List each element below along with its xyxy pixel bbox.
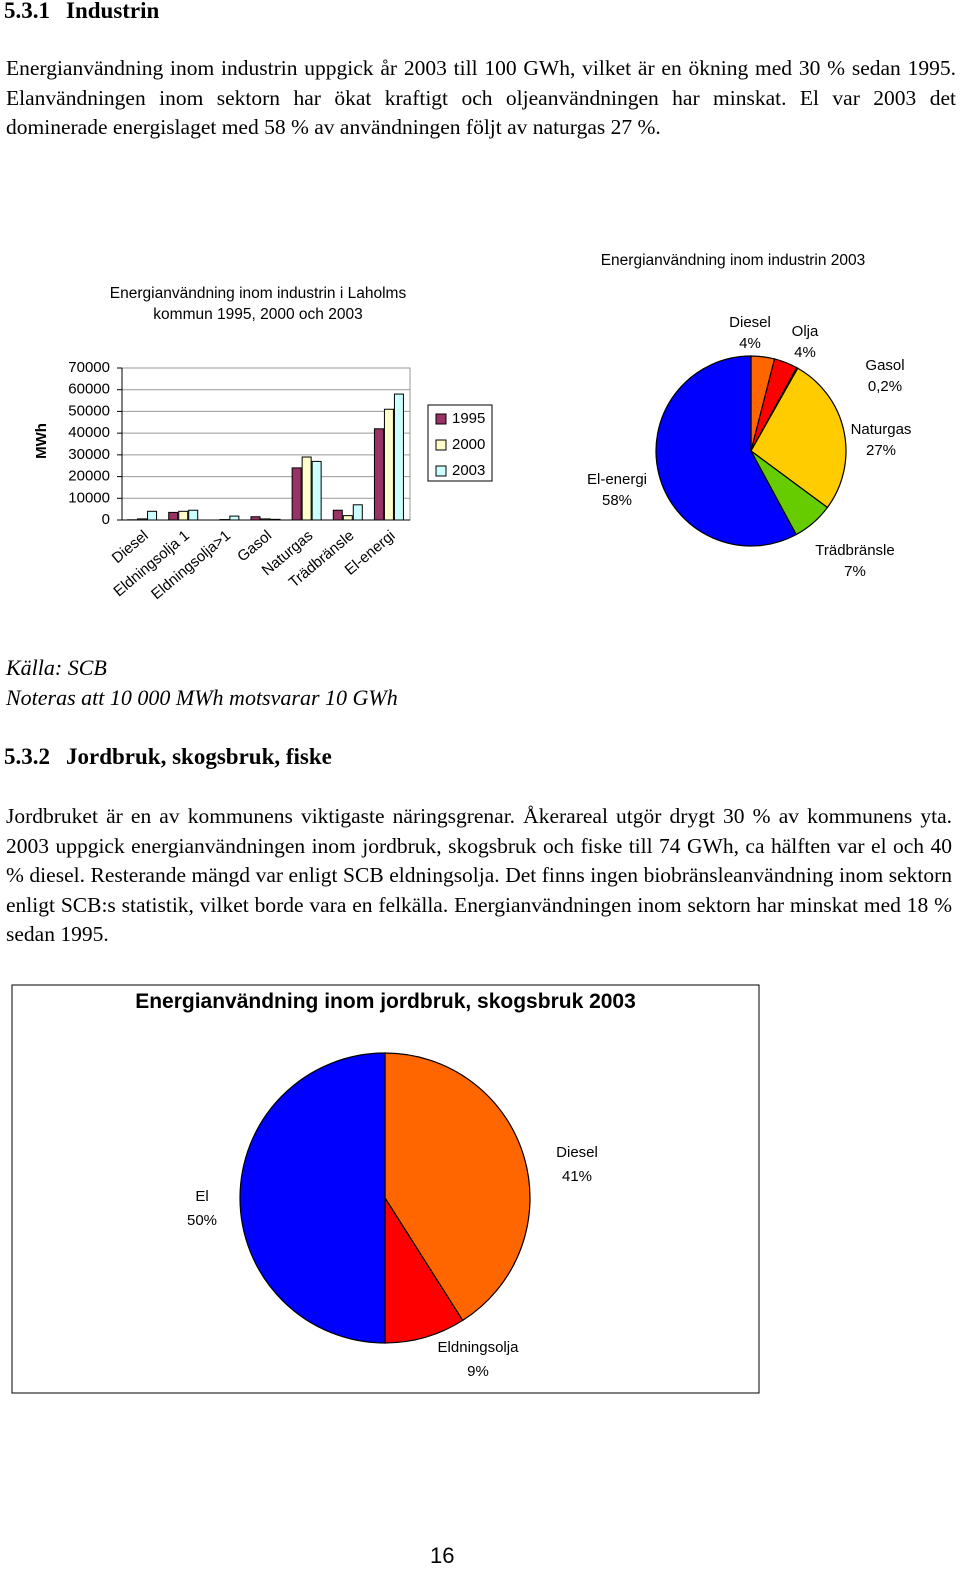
slice-value-label: 4% <box>739 335 761 352</box>
bar <box>374 429 383 520</box>
source: Källa: SCB <box>6 655 107 681</box>
bar <box>148 511 157 520</box>
slice-label: El <box>195 1188 208 1205</box>
y-tick-label: 50000 <box>68 402 110 419</box>
y-tick-label: 70000 <box>68 359 110 376</box>
bar <box>343 516 352 520</box>
y-tick-label: 40000 <box>68 424 110 441</box>
legend-swatch <box>436 466 446 476</box>
slice-label: Trädbränsle <box>815 542 894 559</box>
slice-label: Naturgas <box>851 421 912 438</box>
slice-value-label: 41% <box>562 1168 592 1185</box>
page-number: 16 <box>430 1543 454 1569</box>
paragraph: Energianvändning inom industrin uppgick … <box>6 54 956 143</box>
bar <box>189 510 198 520</box>
slice-label: Gasol <box>865 357 904 374</box>
slice-value-label: 4% <box>794 344 816 361</box>
chart-title: Energianvändning inom jordbruk, skogsbru… <box>12 991 759 1012</box>
legend-label: 2000 <box>452 436 485 453</box>
chart-title: Energianvändning inom industrin 2003 <box>568 250 898 271</box>
slice-label: Olja <box>792 323 819 340</box>
note: Noteras att 10 000 MWh motsvarar 10 GWh <box>6 685 398 711</box>
bar <box>312 461 321 520</box>
slice-value-label: 50% <box>187 1212 217 1229</box>
slice-value-label: 27% <box>866 442 896 459</box>
bar <box>302 457 311 520</box>
bar <box>292 468 301 520</box>
slice-value-label: 58% <box>602 492 632 509</box>
bar <box>179 511 188 520</box>
y-tick-label: 0 <box>102 511 110 528</box>
y-axis-label: MWh <box>33 423 50 459</box>
slice-label: Diesel <box>556 1144 598 1161</box>
bar <box>333 510 342 520</box>
bar <box>271 519 280 520</box>
legend-label: 1995 <box>452 410 485 427</box>
y-tick-label: 60000 <box>68 381 110 398</box>
bar <box>394 394 403 520</box>
legend-swatch <box>436 414 446 424</box>
bar <box>261 519 270 520</box>
slice-label: Diesel <box>729 314 771 331</box>
bar <box>230 516 239 520</box>
chart-title: Energianvändning inom industrin i Laholm… <box>78 283 438 325</box>
slice-label: El-energi <box>587 471 647 488</box>
plot-area <box>122 368 410 520</box>
heading: 5.3.2 Jordbruk, skogsbruk, fiske <box>4 744 332 770</box>
bar <box>169 512 178 520</box>
heading: 5.3.1 Industrin <box>4 0 159 24</box>
bar <box>251 517 260 520</box>
slice-value-label: 9% <box>467 1363 489 1380</box>
bar <box>353 505 362 520</box>
y-tick-label: 10000 <box>68 489 110 506</box>
bar <box>384 409 393 520</box>
legend-label: 2003 <box>452 462 485 479</box>
heading-number: 5.3.2 <box>4 744 50 769</box>
slice-label: Eldningsolja <box>438 1339 520 1356</box>
slice-value-label: 7% <box>844 563 866 580</box>
y-tick-label: 20000 <box>68 468 110 485</box>
heading-number: 5.3.1 <box>4 0 50 23</box>
pie-slice <box>240 1053 385 1343</box>
y-tick-label: 30000 <box>68 446 110 463</box>
slice-value-label: 0,2% <box>868 378 902 395</box>
heading-title: Industrin <box>66 0 159 23</box>
heading-title: Jordbruk, skogsbruk, fiske <box>66 744 332 769</box>
legend-swatch <box>436 440 446 450</box>
bar <box>138 519 147 520</box>
paragraph: Jordbruket är en av kommunens viktigaste… <box>6 802 952 950</box>
